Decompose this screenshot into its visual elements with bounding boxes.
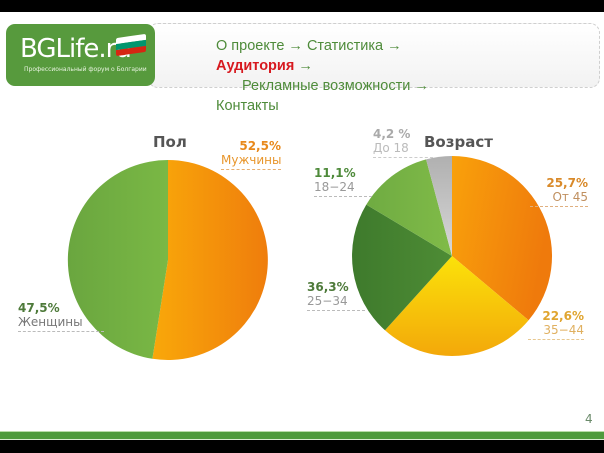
pie-slice-female — [67, 159, 168, 359]
nav-item-reklamnye[interactable]: Рекламные возможности → — [242, 78, 429, 94]
female-leader-line — [18, 331, 104, 332]
pie-slice-age-gray — [426, 156, 452, 256]
age-45plus-leader-line — [530, 206, 588, 207]
female-label: Женщины — [18, 315, 83, 329]
age-35-44-label: 35−44 — [543, 323, 584, 337]
bottom-black-bar — [0, 440, 604, 453]
pie-slice-male — [152, 160, 268, 360]
pie-slice-age-orange — [452, 155, 553, 321]
label-age-35-44: 22,6% 35−44 — [528, 309, 584, 340]
label-age-18-24: 11,1% 18−24 — [314, 166, 372, 197]
logo-subtitle: Профессиональный форум о Болгарии — [24, 66, 147, 73]
age-25-34-leader-line — [307, 310, 365, 311]
breadcrumb-nav: О проекте → Статистика → Аудитория → Рек… — [216, 36, 429, 116]
age-35-44-leader-line — [528, 339, 584, 340]
age-under18-label: До 18 — [373, 141, 409, 155]
age-18-24-pct: 11,1% — [314, 166, 356, 180]
label-age-45plus: 25,7% От 45 — [530, 176, 588, 207]
male-leader-line — [221, 169, 281, 170]
female-pct: 47,5% — [18, 301, 60, 315]
top-black-bar — [0, 0, 604, 12]
page-number: 4 — [585, 412, 593, 426]
label-age-25-34: 36,3% 25−34 — [307, 280, 365, 311]
age-45plus-pct: 25,7% — [546, 176, 588, 190]
male-label: Мужчины — [221, 153, 282, 167]
age-35-44-pct: 22,6% — [542, 309, 584, 323]
header-panel — [148, 23, 600, 88]
nav-row-2: Аудитория → — [216, 56, 429, 76]
logo[interactable]: BGLife.ru Профессиональный форум о Болга… — [6, 24, 155, 86]
nav-arrow: → — [294, 58, 313, 74]
age-under18-leader-line — [373, 157, 433, 158]
pie-slice-age-darkgreen — [352, 204, 452, 331]
nav-item-auditoriya[interactable]: Аудитория — [216, 58, 295, 74]
footer-green-line — [0, 431, 604, 440]
pie-slice-age-lightgreen — [366, 159, 452, 256]
label-age-under18: 4,2 % До 18 — [373, 127, 433, 158]
age-chart-title: Возраст — [424, 133, 493, 151]
pie-slice-age-yellow — [385, 256, 529, 357]
nav-row-1[interactable]: О проекте → Статистика → — [216, 38, 402, 54]
age-under18-pct: 4,2 % — [373, 127, 411, 141]
nav-item-kontakty[interactable]: Контакты — [216, 98, 279, 114]
label-female: 47,5% Женщины — [18, 301, 104, 332]
label-male: 52,5% Мужчины — [221, 139, 281, 170]
age-25-34-pct: 36,3% — [307, 280, 349, 294]
age-18-24-label: 18−24 — [314, 180, 355, 194]
age-45plus-label: От 45 — [552, 190, 588, 204]
male-pct: 52,5% — [239, 139, 281, 153]
gender-chart-title: Пол — [153, 133, 187, 151]
age-18-24-leader-line — [314, 196, 372, 197]
logo-name: BGLife.ru — [20, 34, 132, 64]
age-25-34-label: 25−34 — [307, 294, 348, 308]
